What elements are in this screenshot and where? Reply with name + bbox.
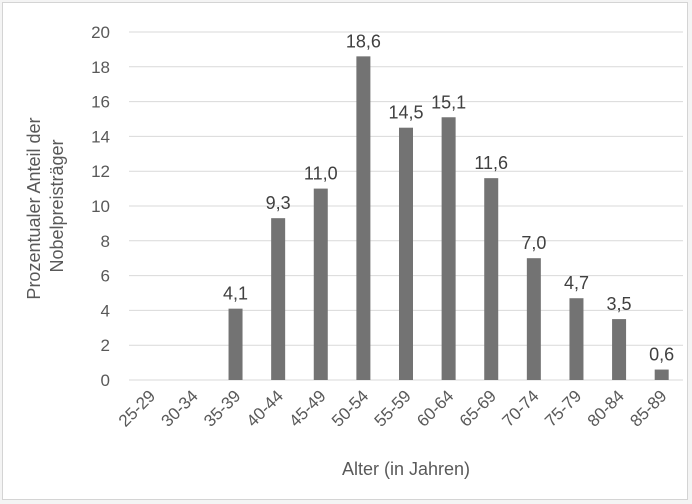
y-axis-ticks: 0 2 4 6 8 10 12 14 16 18 20 <box>91 23 110 390</box>
x-tick-label: 25-29 <box>115 386 159 430</box>
bar-65-69 <box>484 178 499 380</box>
chart-frame: 0 2 4 6 8 10 12 14 16 18 20 4,1 9,3 11,0 18,6 14,5 15,1… <box>2 2 688 500</box>
x-axis-title: Alter (in Jahren) <box>342 459 470 479</box>
x-tick-label: 55-59 <box>371 386 415 430</box>
data-label-85-89: 0,6 <box>649 345 674 365</box>
y-axis-title-line-1: Prozentualer Anteil der <box>24 117 44 299</box>
bar-75-79 <box>569 298 584 380</box>
y-axis-title: Prozentualer Anteil der Nobelpreisträger <box>24 112 67 299</box>
data-label-75-79: 4,7 <box>564 273 589 293</box>
x-tick-label: 40-44 <box>243 386 287 430</box>
data-label-70-74: 7,0 <box>521 233 546 253</box>
bar-45-49 <box>313 188 328 380</box>
y-tick-label: 10 <box>91 197 110 216</box>
bar-85-89 <box>654 369 669 380</box>
x-tick-label: 60-64 <box>413 386 457 430</box>
x-tick-label: 70-74 <box>498 386 542 430</box>
bar-35-39 <box>228 308 243 380</box>
data-label-80-84: 3,5 <box>607 294 632 314</box>
y-tick-label: 4 <box>101 301 110 320</box>
y-tick-label: 12 <box>91 162 110 181</box>
bar-50-54 <box>356 56 371 381</box>
data-label-40-44: 9,3 <box>266 193 291 213</box>
x-tick-label: 45-49 <box>285 386 329 430</box>
y-tick-label: 16 <box>91 93 110 112</box>
y-tick-label: 18 <box>91 58 110 77</box>
bar-55-59 <box>399 127 413 380</box>
data-label-35-39: 4,1 <box>223 284 248 304</box>
y-tick-label: 6 <box>101 267 110 286</box>
data-label-65-69: 11,6 <box>474 153 508 173</box>
x-tick-label: 85-89 <box>626 386 670 430</box>
data-label-50-54: 18,6 <box>346 31 381 51</box>
bars <box>228 56 669 381</box>
data-label-55-59: 14,5 <box>388 103 423 123</box>
x-tick-label: 35-39 <box>200 386 244 430</box>
data-label-60-64: 15,1 <box>431 92 466 112</box>
bar-80-84 <box>612 319 627 380</box>
x-tick-label: 65-69 <box>456 386 500 430</box>
bar-chart: 0 2 4 6 8 10 12 14 16 18 20 4,1 9,3 11,0 18,6 14,5 15,1… <box>24 23 683 479</box>
data-labels: 4,1 9,3 11,0 18,6 14,5 15,1 11,6 7,0 4,7 3,5 0,6 <box>223 31 674 364</box>
y-axis-title-line-2: Nobelpreisträger <box>47 139 67 272</box>
bar-40-44 <box>271 218 286 380</box>
x-tick-label: 80-84 <box>584 386 628 430</box>
y-tick-label: 8 <box>101 232 110 251</box>
y-tick-label: 20 <box>91 23 110 42</box>
x-tick-label: 75-79 <box>541 386 585 430</box>
bar-70-74 <box>526 258 541 380</box>
x-axis-ticks: 25-2930-3435-3940-4445-4950-5455-5960-64… <box>115 386 671 430</box>
x-tick-label: 50-54 <box>328 386 372 430</box>
x-tick-label: 30-34 <box>158 386 202 430</box>
y-tick-label: 14 <box>91 127 110 146</box>
y-tick-label: 2 <box>101 336 110 355</box>
bar-60-64 <box>441 117 456 380</box>
y-tick-label: 0 <box>101 371 110 390</box>
data-label-45-49: 11,0 <box>304 164 338 184</box>
